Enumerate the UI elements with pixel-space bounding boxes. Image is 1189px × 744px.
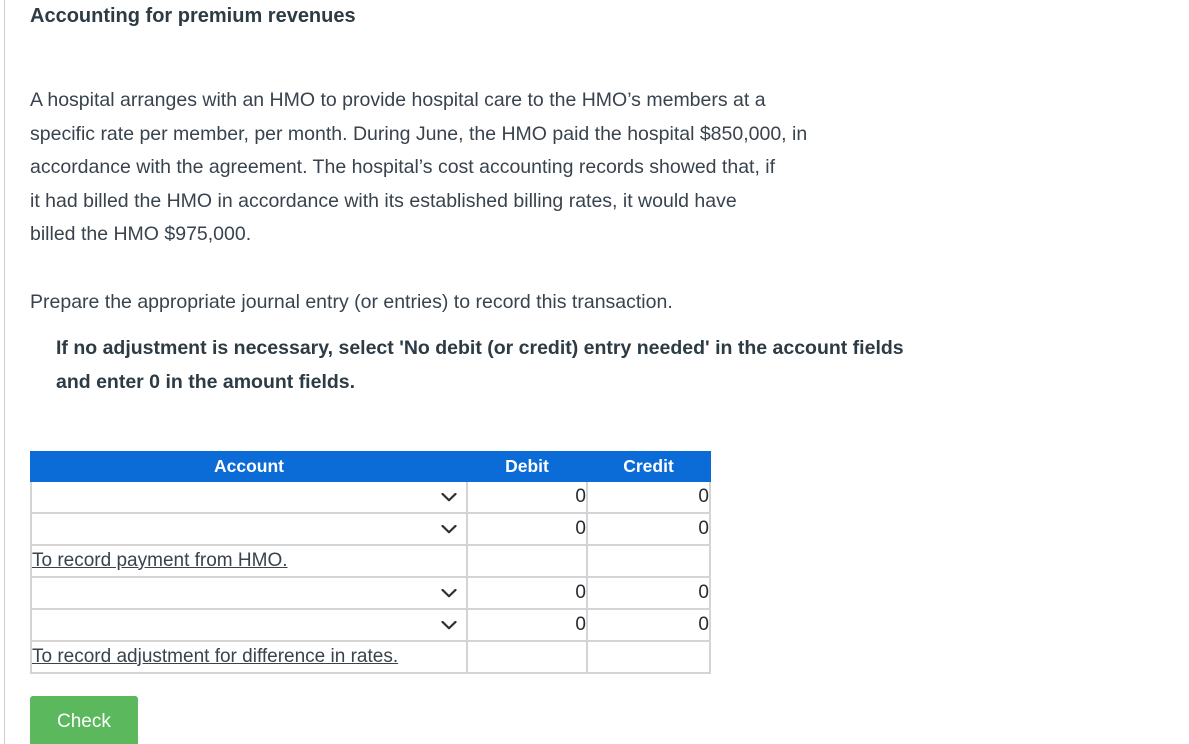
task-statement: Prepare the appropriate journal entry (o… [30, 290, 673, 313]
table-row: To record payment from HMO. [30, 543, 711, 578]
credit-empty-cell-1[interactable] [586, 543, 711, 578]
instruction-note: If no adjustment is necessary, select 'N… [56, 336, 904, 393]
table-row: To record adjustment for difference in r… [30, 639, 711, 674]
debit-empty-cell-2[interactable] [466, 639, 588, 674]
content-panel: Accounting for premium revenues A hospit… [4, 0, 1189, 744]
table-header-row: Account Debit Credit [30, 450, 711, 482]
table-row: 0 0 [30, 607, 711, 642]
debit-amount-field-2[interactable]: 0 [466, 511, 588, 546]
debit-amount-field-4[interactable]: 0 [466, 607, 588, 642]
account-select-2[interactable] [30, 511, 468, 546]
entry-note-cell-2: To record adjustment for difference in r… [30, 639, 468, 674]
chevron-down-icon [441, 492, 457, 501]
credit-amount-field-1[interactable]: 0 [586, 479, 711, 514]
account-select-1[interactable] [30, 479, 468, 514]
table-header-debit: Debit [466, 450, 588, 482]
table-header-account: Account [30, 450, 468, 482]
account-select-3[interactable] [30, 575, 468, 610]
credit-amount-field-3[interactable]: 0 [586, 575, 711, 610]
table-row: 0 0 [30, 575, 711, 610]
entry-note-cell-1: To record payment from HMO. [30, 543, 468, 578]
account-select-4[interactable] [30, 607, 468, 642]
entry-note-link-1[interactable]: To record payment from HMO. [32, 549, 288, 571]
debit-amount-field-1[interactable]: 0 [466, 479, 588, 514]
table-row: 0 0 [30, 479, 711, 514]
debit-amount-field-3[interactable]: 0 [466, 575, 588, 610]
problem-statement: A hospital arranges with an HMO to provi… [30, 89, 808, 245]
entry-note-link-2[interactable]: To record adjustment for difference in r… [32, 645, 399, 667]
credit-amount-field-2[interactable]: 0 [586, 511, 711, 546]
debit-empty-cell-1[interactable] [466, 543, 588, 578]
chevron-down-icon [441, 620, 457, 629]
page-title: Accounting for premium revenues [30, 5, 356, 27]
table-header-credit: Credit [586, 450, 711, 482]
journal-entry-table: Account Debit Credit 0 0 [30, 450, 711, 674]
table-row: 0 0 [30, 511, 711, 546]
chevron-down-icon [441, 588, 457, 597]
credit-amount-field-4[interactable]: 0 [586, 607, 711, 642]
chevron-down-icon [441, 524, 457, 533]
credit-empty-cell-2[interactable] [586, 639, 711, 674]
check-button[interactable]: Check [30, 695, 138, 744]
